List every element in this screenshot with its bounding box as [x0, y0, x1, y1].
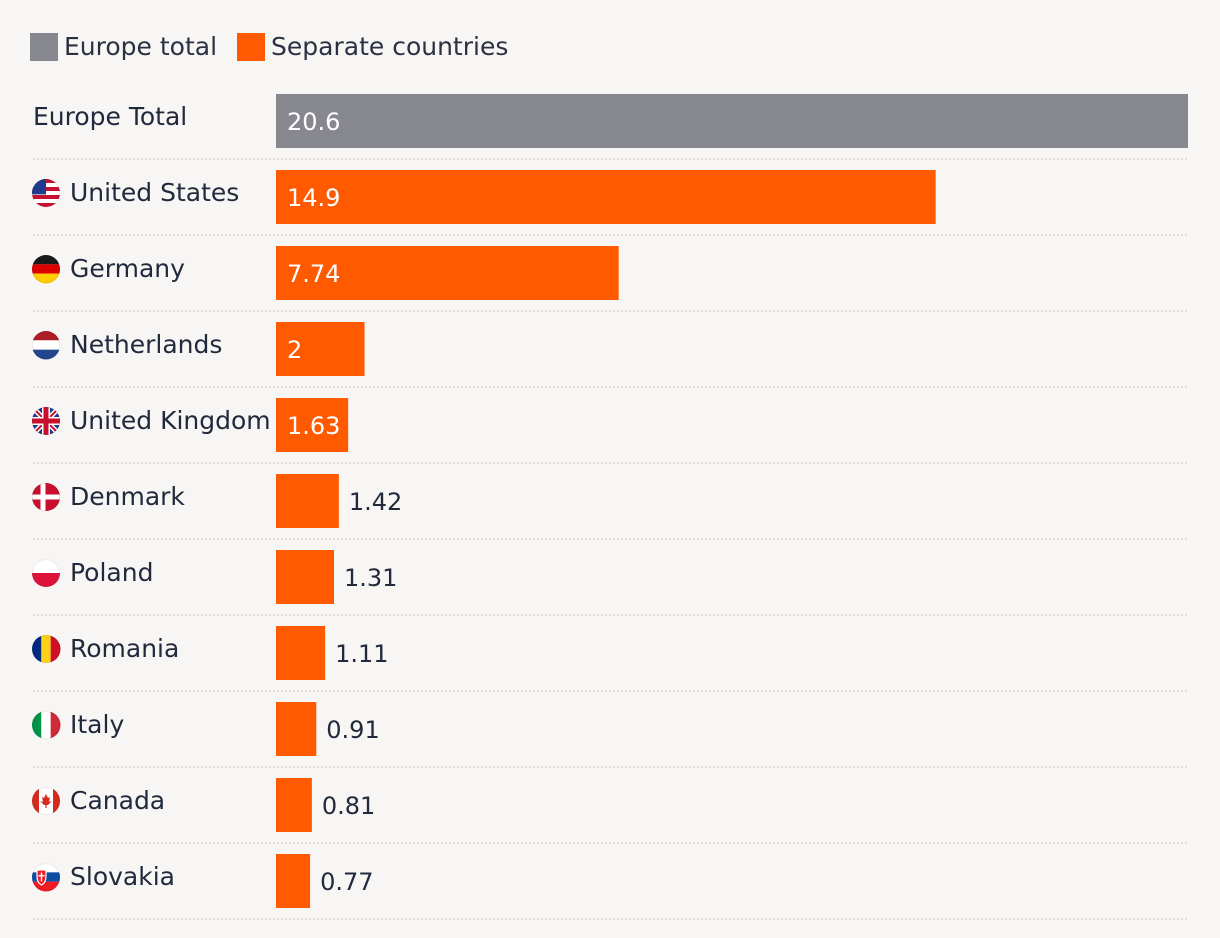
ca-flag-icon [32, 787, 60, 815]
value-label: 20.6 [287, 108, 340, 136]
category-label: Romania [70, 634, 179, 663]
bar [276, 322, 365, 376]
value-label: 1.42 [349, 488, 402, 516]
category-label: Canada [70, 786, 165, 815]
value-label: 0.81 [322, 792, 375, 820]
category-label: Italy [70, 710, 124, 739]
nl-flag-icon [32, 331, 60, 360]
category-label: Denmark [70, 482, 185, 511]
ro-flag-icon [32, 635, 61, 663]
sk-flag-icon [32, 863, 60, 892]
value-label: 2 [287, 336, 302, 364]
bar [276, 854, 311, 908]
value-label: 1.63 [287, 412, 340, 440]
de-flag-icon [32, 255, 60, 284]
legend: Europe total Separate countries [30, 32, 528, 61]
us-flag-icon [32, 179, 60, 207]
pl-flag-icon [32, 559, 60, 587]
bar [276, 246, 619, 300]
bar [276, 170, 936, 224]
dk-flag-icon [32, 483, 60, 511]
value-label: 1.11 [335, 640, 388, 668]
legend-item-separate-countries: Separate countries [237, 32, 508, 61]
category-label: Slovakia [70, 862, 175, 891]
bar [276, 702, 317, 756]
category-label: United Kingdom [70, 406, 271, 435]
category-label: Netherlands [70, 330, 222, 359]
category-label: Poland [70, 558, 153, 587]
category-label: United States [70, 178, 239, 207]
bar [276, 550, 334, 604]
value-label: 1.31 [344, 564, 397, 592]
legend-item-europe-total: Europe total [30, 32, 217, 61]
bar-europe-total [276, 94, 1188, 148]
category-label: Europe Total [33, 102, 187, 131]
uk-flag-icon [32, 407, 60, 435]
bar [276, 626, 326, 680]
legend-label-europe-total: Europe total [64, 32, 218, 61]
bar [276, 474, 339, 528]
value-label: 0.91 [326, 716, 379, 744]
value-label: 0.77 [320, 868, 373, 896]
value-label: 14.9 [287, 184, 340, 212]
legend-label-separate-countries: Separate countries [271, 32, 509, 61]
category-label: Germany [70, 254, 185, 283]
bar [276, 778, 312, 832]
legend-swatch-europe-total [30, 32, 58, 61]
bar [276, 398, 349, 452]
value-label: 7.74 [287, 260, 340, 288]
it-flag-icon [32, 711, 61, 739]
legend-swatch-separate-countries [237, 32, 266, 61]
